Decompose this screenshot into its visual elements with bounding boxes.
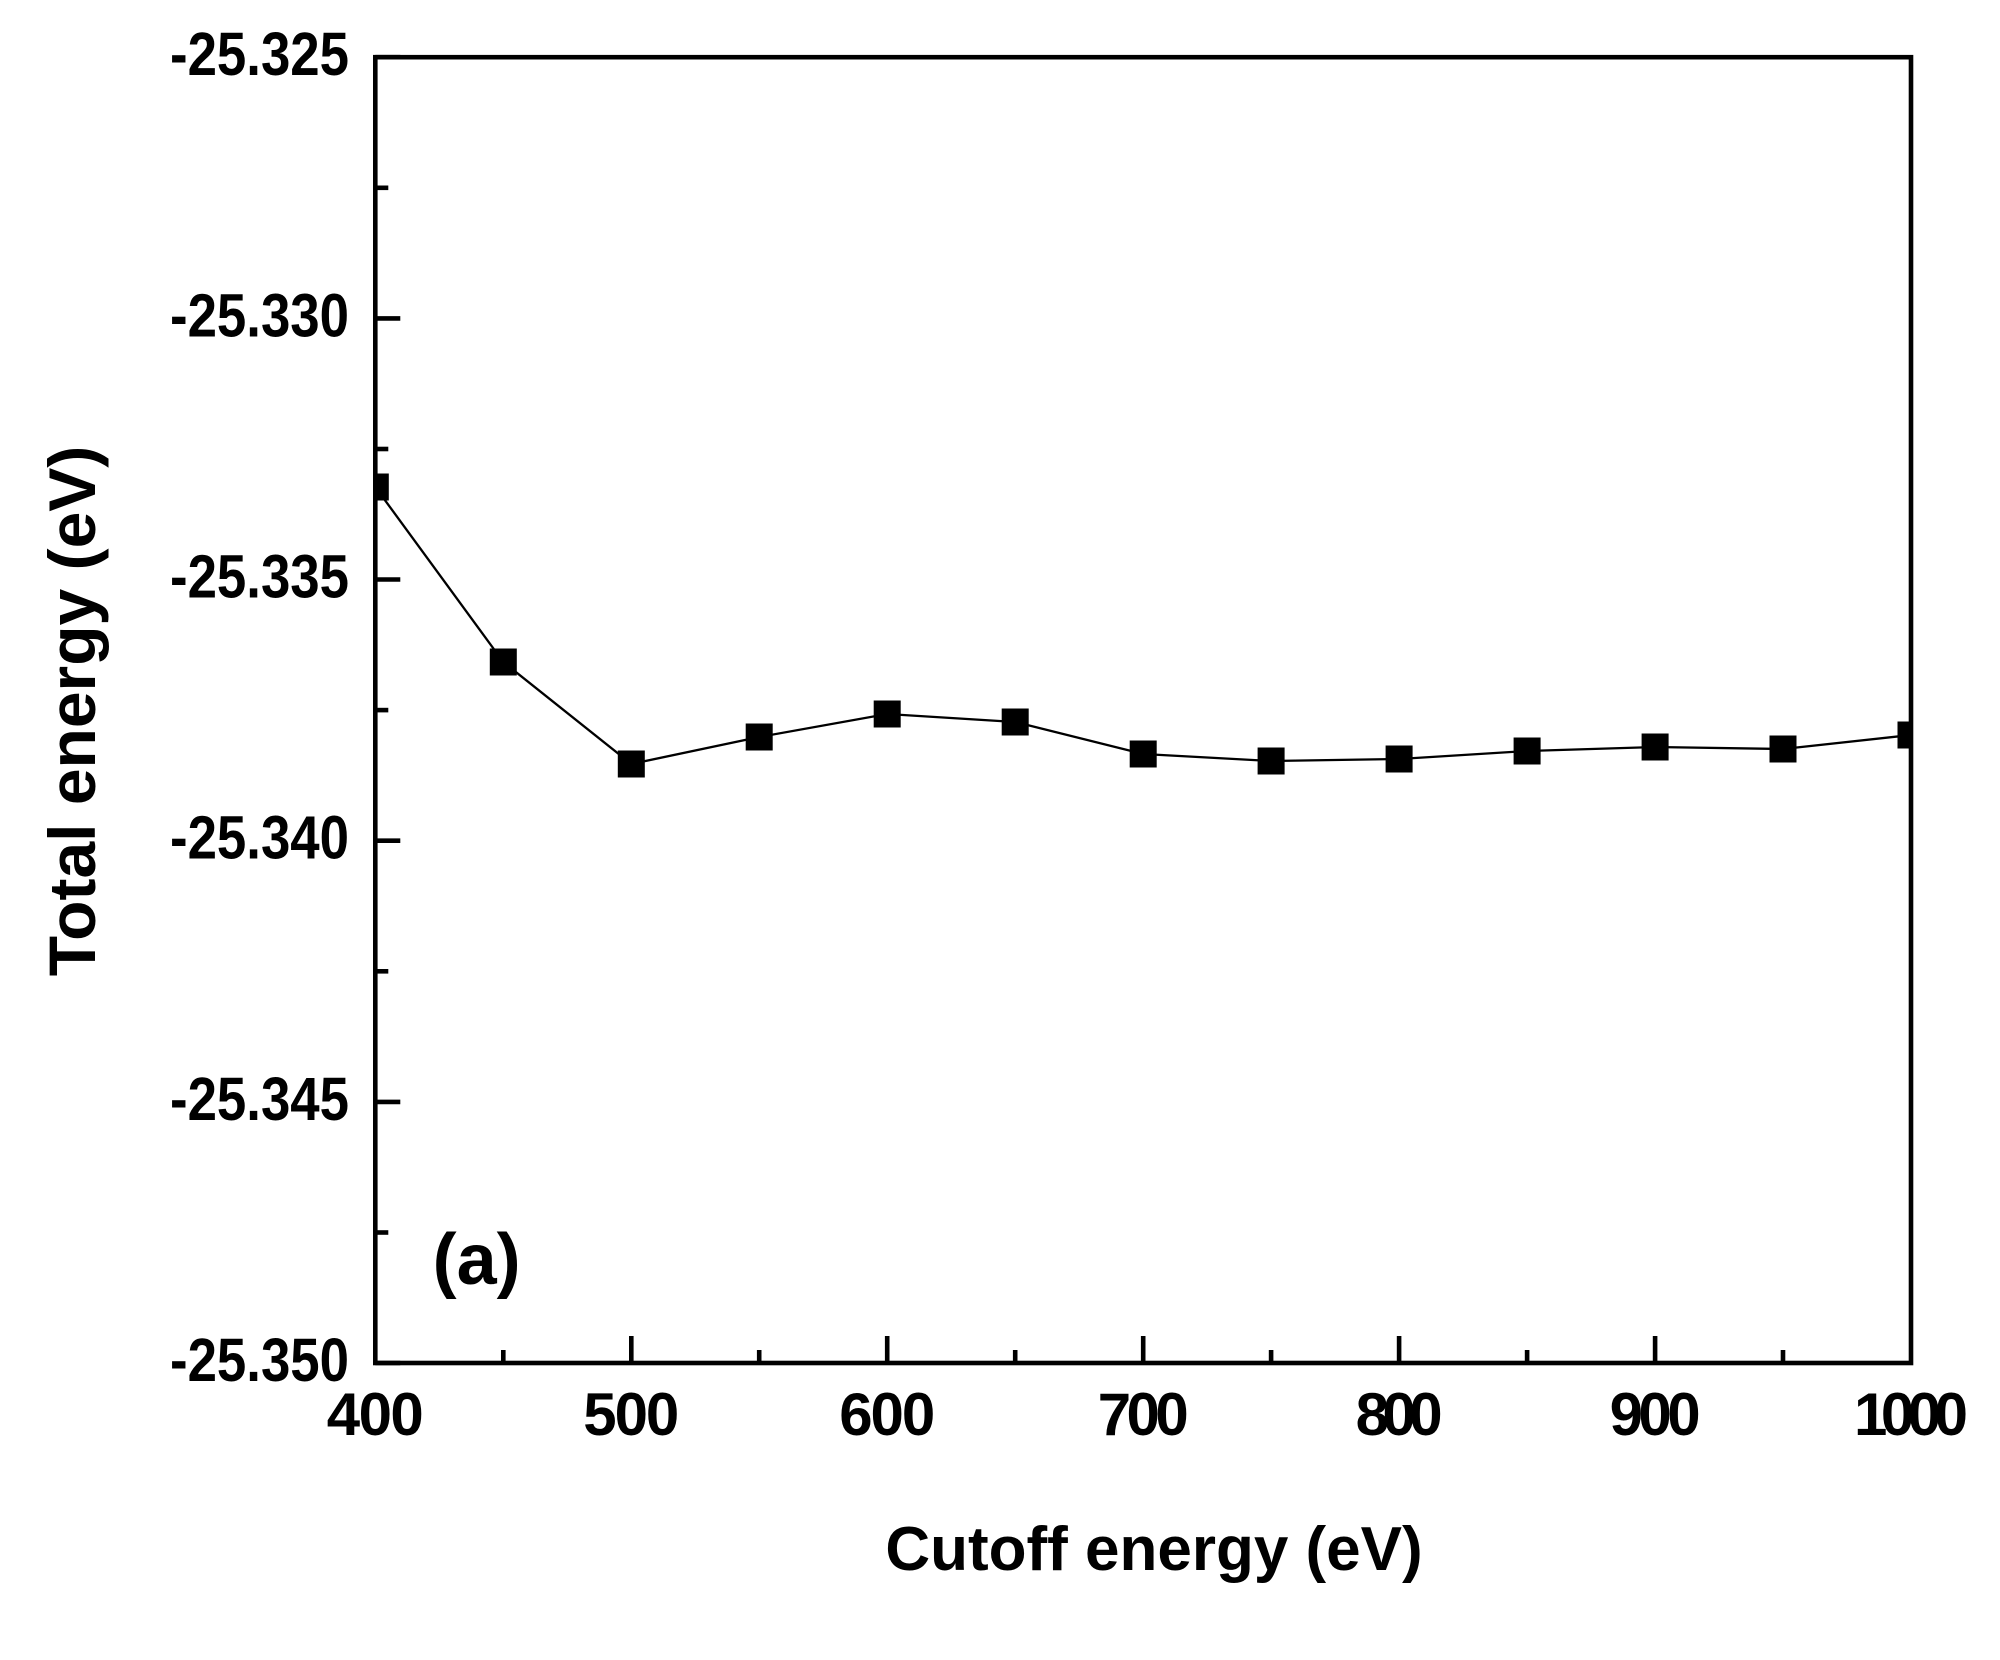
svg-text:-25.325: -25.325 xyxy=(170,20,349,88)
svg-text:400: 400 xyxy=(327,1381,424,1448)
svg-text:800: 800 xyxy=(1356,1381,1443,1448)
svg-text:500: 500 xyxy=(583,1381,679,1448)
svg-text:-25.335: -25.335 xyxy=(170,542,349,610)
svg-text:Cutoff energy (eV): Cutoff energy (eV) xyxy=(885,1515,1422,1584)
svg-text:Total energy (eV): Total energy (eV) xyxy=(35,446,109,977)
svg-text:-25.340: -25.340 xyxy=(170,804,349,872)
svg-text:900: 900 xyxy=(1610,1381,1701,1448)
svg-text:700: 700 xyxy=(1098,1381,1189,1448)
svg-text:1000: 1000 xyxy=(1854,1381,1968,1448)
svg-text:-25.330: -25.330 xyxy=(170,281,349,349)
svg-text:(a): (a) xyxy=(433,1220,521,1300)
svg-text:-25.350: -25.350 xyxy=(170,1326,349,1394)
svg-text:600: 600 xyxy=(839,1381,935,1448)
svg-text:-25.345: -25.345 xyxy=(170,1065,349,1133)
